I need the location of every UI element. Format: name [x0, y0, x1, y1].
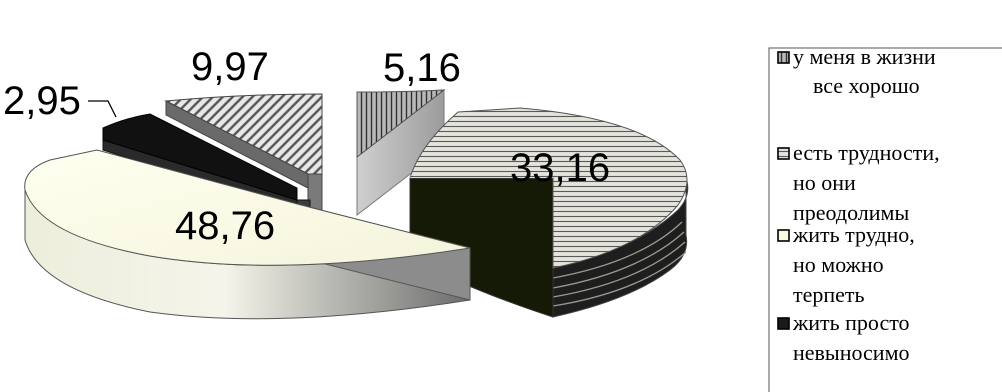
legend-item-4: жить просто невыносимо: [777, 310, 915, 365]
legend-swatch-1: [777, 51, 790, 64]
pie-slice-4-top: [102, 113, 298, 201]
data-label-1: 5,16: [383, 46, 461, 90]
legend-swatch-2: [777, 147, 790, 160]
legend-item-1: у меня в жизни все хорошо: [777, 44, 941, 98]
pie-slice-2-top-cover: [410, 110, 553, 178]
pie-slice-2: [409, 107, 689, 318]
data-label-3: 48,76: [175, 204, 275, 248]
data-label-2: 33,16: [510, 146, 610, 190]
pie-slice-1-top: [356, 89, 446, 159]
pie-slice-3: [24, 149, 471, 320]
pie-slice-5-edge: [165, 100, 309, 189]
pie-slice-3-top: [24, 149, 471, 266]
legend: у меня в жизни все хорошо есть трудности…: [768, 44, 1002, 392]
legend-swatch-3: [777, 229, 790, 242]
data-label-4: 2,95: [3, 79, 81, 123]
legend-swatch-4: [777, 317, 790, 330]
legend-label-2: есть трудности, но они преодолимы: [793, 140, 945, 225]
legend-item-2: есть трудности, но они преодолимы: [777, 140, 945, 225]
legend-label-4: жить просто невыносимо: [792, 310, 915, 365]
legend-frame: [768, 47, 1002, 392]
leader-line: [88, 100, 117, 118]
legend-item-3: жить трудно, но можно терпеть: [777, 222, 920, 307]
legend-label-3: жить трудно, но можно терпеть: [792, 222, 920, 307]
data-label-5: 9,97: [191, 45, 269, 89]
pie-slice-5-top: [164, 93, 323, 175]
pie-slice-1: [356, 88, 446, 217]
legend-label-1: у меня в жизни все хорошо: [793, 44, 941, 98]
